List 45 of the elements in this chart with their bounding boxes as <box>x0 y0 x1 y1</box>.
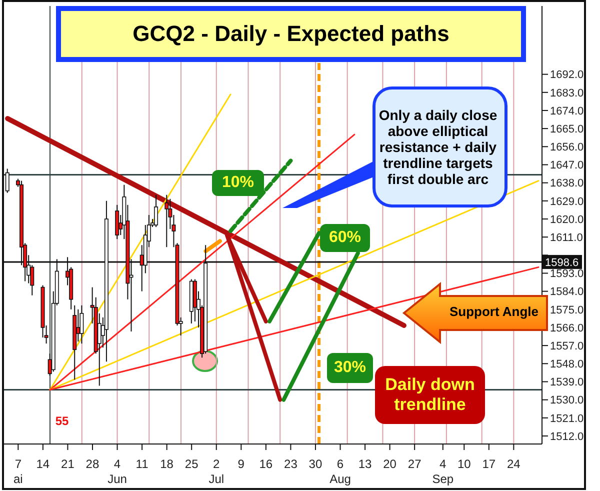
x-tick-label: 17 <box>482 457 496 471</box>
x-tick-label: 21 <box>61 457 75 471</box>
x-tick-label: 7 ai <box>13 457 23 486</box>
x-tick-label: 18 <box>160 457 174 471</box>
annotation: 55 <box>54 414 70 430</box>
y-tick-label: 1674.0 <box>550 105 584 118</box>
y-tick-label: 1683.0 <box>550 87 584 100</box>
x-tick-label: 10 <box>457 457 472 471</box>
y-tick-label: 1656.0 <box>550 142 584 154</box>
y-tick-label: 1620.0 <box>550 214 584 226</box>
y-tick-label: 1530.0 <box>550 394 584 407</box>
x-tick-label: 6 Aug <box>330 457 351 486</box>
x-tick-label: 4 Jun <box>108 457 127 486</box>
x-tick-label: 16 <box>259 457 273 471</box>
x-tick-label: 27 <box>408 457 422 471</box>
x-tick-label: 23 <box>284 457 298 471</box>
y-tick-label: 1521.0 <box>550 412 584 425</box>
y-tick-label: 1629.0 <box>550 196 584 208</box>
x-tick-label: 14 <box>36 457 50 471</box>
y-tick-label: 1512.0 <box>550 430 584 443</box>
x-tick-label: 9 <box>238 457 245 471</box>
x-tick-label: 2 Jul <box>208 457 224 486</box>
y-tick-label: 1539.0 <box>550 376 584 389</box>
ref-line-label: 1598.6 <box>545 256 579 269</box>
y-tick-label: 1593.0 <box>550 268 584 280</box>
y-tick-label: 1638.0 <box>550 178 584 190</box>
annotation: Only a daily close above elliptical resistance + daily trendline targets first double arc <box>378 106 498 190</box>
x-tick-label: 24 <box>507 457 521 471</box>
y-tick-label: 1611.0 <box>550 232 583 244</box>
y-tick-label: 1647.0 <box>550 160 584 172</box>
y-tick-label: 1557.0 <box>550 340 584 352</box>
x-tick-label: 4 Sep <box>432 457 454 486</box>
y-tick-label: 1548.0 <box>550 358 584 371</box>
x-tick-label: 13 <box>358 457 372 471</box>
x-tick-label: 30 <box>308 457 322 471</box>
x-tick-label: 11 <box>136 457 149 471</box>
x-tick-label: 20 <box>383 457 397 471</box>
y-tick-label: 1584.0 <box>550 286 584 298</box>
y-tick-label: 1692.0 <box>550 69 584 82</box>
annotation: Support Angle <box>448 302 540 321</box>
y-tick-label: 1665.0 <box>550 123 584 136</box>
y-tick-label: 1575.0 <box>550 304 584 316</box>
x-tick-label: 28 <box>86 457 100 471</box>
x-tick-label: 25 <box>184 457 199 471</box>
y-tick-label: 1566.0 <box>550 322 584 334</box>
